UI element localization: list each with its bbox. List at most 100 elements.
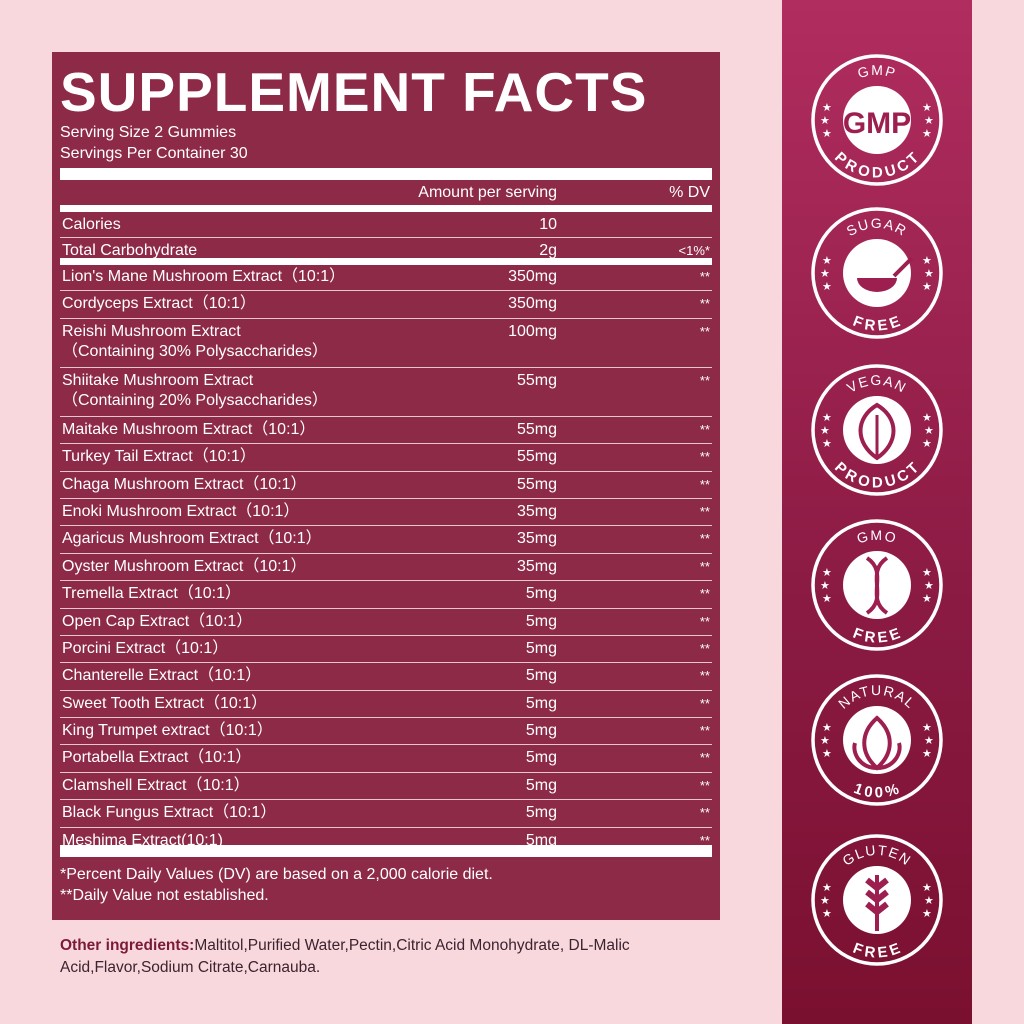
star-icons: ★★★★★★ xyxy=(820,102,934,140)
ingredient-dv: ** xyxy=(699,531,710,547)
svg-text:★: ★ xyxy=(922,593,932,605)
ingredient-dv: <1%* xyxy=(678,243,710,258)
table-row: Agaricus Mushroom Extract（10:1） 35mg ** xyxy=(60,526,712,554)
basics-list: Calories 10 Total Carbohydrate 2g <1%* xyxy=(60,212,712,263)
ingredient-name: Reishi Mushroom Extract xyxy=(62,322,241,340)
svg-text:★: ★ xyxy=(822,748,832,760)
ingredient-name: Oyster Mushroom Extract（10:1） xyxy=(62,557,307,575)
badge-bottom-text: FREE xyxy=(851,625,903,647)
badge-gmp-product: GMP PRODUCT ★ ★ ★ ★ ★ ★ GMP xyxy=(810,53,944,187)
svg-text:★: ★ xyxy=(922,748,932,760)
svg-text:★: ★ xyxy=(924,735,934,747)
ingredient-amount: 5mg xyxy=(525,831,557,849)
ingredient-amount: 5mg xyxy=(525,612,557,630)
ingredient-name: Clamshell Extract（10:1） xyxy=(62,776,250,794)
ingredient-name: Open Cap Extract（10:1） xyxy=(62,612,253,630)
svg-text:★: ★ xyxy=(822,567,832,579)
ingredient-dv: ** xyxy=(699,476,710,492)
ingredient-dv: ** xyxy=(699,640,710,656)
svg-text:★: ★ xyxy=(822,102,832,114)
svg-text:FREE: FREE xyxy=(851,313,904,335)
badge-top-text: GMO xyxy=(855,527,898,546)
table-row: Portabella Extract（10:1） 5mg ** xyxy=(60,745,712,773)
svg-text:GMP: GMP xyxy=(856,62,899,81)
table-row: King Trumpet extract（10:1） 5mg ** xyxy=(60,718,712,746)
ingredient-name: Meshima Extract(10:1) xyxy=(62,831,223,849)
footnote-not-established: **Daily Value not established. xyxy=(60,887,269,904)
table-row: Porcini Extract（10:1） 5mg ** xyxy=(60,636,712,664)
divider-thick xyxy=(60,845,712,857)
svg-text:★: ★ xyxy=(922,567,932,579)
ingredient-name: Calories xyxy=(62,216,121,233)
ingredient-amount: 55mg xyxy=(516,420,557,438)
svg-text:★: ★ xyxy=(924,425,934,437)
ingredient-dv: ** xyxy=(699,695,710,711)
svg-text:VEGAN: VEGAN xyxy=(844,372,910,396)
other-ingredients-label: Other ingredients: xyxy=(60,937,195,954)
ingredient-name: Maitake Mushroom Extract（10:1） xyxy=(62,420,316,438)
svg-text:100%: 100% xyxy=(851,780,901,801)
star-icons: ★★★★★★ xyxy=(820,255,934,293)
svg-text:FREE: FREE xyxy=(851,940,904,962)
table-row: Maitake Mushroom Extract（10:1） 55mg ** xyxy=(60,417,712,445)
ingredient-amount: 5mg xyxy=(525,585,557,603)
table-row: Calories 10 xyxy=(60,212,712,238)
wheat-icon xyxy=(865,875,889,931)
footnote-dv: *Percent Daily Values (DV) are based on … xyxy=(60,866,493,883)
ingredient-name: King Trumpet extract（10:1） xyxy=(62,722,273,740)
badge-bottom-text: FREE xyxy=(851,940,903,962)
ingredient-amount: 5mg xyxy=(525,776,557,794)
ingredient-name: Tremella Extract（10:1） xyxy=(62,585,242,603)
badge-top-text: SUGAR xyxy=(844,215,909,239)
gmp-text: GMP xyxy=(843,107,911,140)
svg-text:★: ★ xyxy=(820,268,830,280)
spoon-icon xyxy=(857,256,914,292)
divider-medium xyxy=(60,205,712,212)
badge-top-text: VEGAN xyxy=(844,372,908,396)
ingredient-name: Turkey Tail Extract（10:1） xyxy=(62,448,256,466)
ingredient-amount: 5mg xyxy=(525,639,557,657)
ingredient-name: Total Carbohydrate xyxy=(62,242,198,259)
svg-text:★: ★ xyxy=(922,128,932,140)
ingredient-dv: ** xyxy=(699,613,710,629)
ingredient-amount: 55mg xyxy=(516,371,557,389)
svg-text:SUGAR: SUGAR xyxy=(844,215,911,239)
table-row: Clamshell Extract（10:1） 5mg ** xyxy=(60,773,712,801)
svg-text:★: ★ xyxy=(922,722,932,734)
ingredient-amount: 55mg xyxy=(516,448,557,466)
ingredient-dv: ** xyxy=(699,323,710,339)
svg-text:★: ★ xyxy=(820,425,830,437)
svg-text:★: ★ xyxy=(924,115,934,127)
ingredient-name: Cordyceps Extract（10:1） xyxy=(62,295,256,313)
svg-text:★: ★ xyxy=(822,593,832,605)
supplement-facts-panel: SUPPLEMENT FACTS Serving Size 2 Gummies … xyxy=(52,52,720,920)
ingredient-name: Agaricus Mushroom Extract（10:1） xyxy=(62,530,322,548)
ingredient-dv: ** xyxy=(699,372,710,388)
leaf-icon xyxy=(858,402,896,461)
star-icons: ★★★★★★ xyxy=(820,567,934,605)
svg-text:★: ★ xyxy=(922,255,932,267)
ingredient-dv: ** xyxy=(699,421,710,437)
ingredient-amount: 5mg xyxy=(525,694,557,712)
badge-gmo-free: GMO FREE ★ ★ ★ ★ ★ ★ xyxy=(810,518,944,652)
ingredient-name: Chaga Mushroom Extract（10:1） xyxy=(62,475,307,493)
ingredient-dv: ** xyxy=(699,586,710,602)
ingredient-name: Black Fungus Extract（10:1） xyxy=(62,804,277,822)
ingredient-name: Lion's Mane Mushroom Extract（10:1） xyxy=(62,268,346,285)
table-row: Sweet Tooth Extract（10:1） 5mg ** xyxy=(60,691,712,719)
divider-thick xyxy=(60,168,712,180)
table-row: Open Cap Extract（10:1） 5mg ** xyxy=(60,609,712,636)
table-row: Shiitake Mushroom Extract （Containing 20%… xyxy=(60,368,712,417)
table-row: Black Fungus Extract（10:1） 5mg ** xyxy=(60,800,712,828)
ingredient-note: （Containing 20% Polysaccharides） xyxy=(62,391,328,409)
ingredient-amount: 5mg xyxy=(525,804,557,822)
panel-title: SUPPLEMENT FACTS xyxy=(60,61,648,123)
svg-text:★: ★ xyxy=(820,735,830,747)
badge-bottom-text: 100% xyxy=(851,780,900,801)
svg-text:★: ★ xyxy=(820,895,830,907)
ingredient-amount: 100mg xyxy=(508,322,557,340)
ingredient-amount: 350mg xyxy=(508,268,557,285)
ingredient-list: Lion's Mane Mushroom Extract（10:1） 350mg *… xyxy=(60,264,712,855)
other-ingredients-text: Maltitol,Purified Water,Pectin,Citric Ac… xyxy=(60,937,630,976)
table-row: Enoki Mushroom Extract（10:1） 35mg ** xyxy=(60,499,712,527)
